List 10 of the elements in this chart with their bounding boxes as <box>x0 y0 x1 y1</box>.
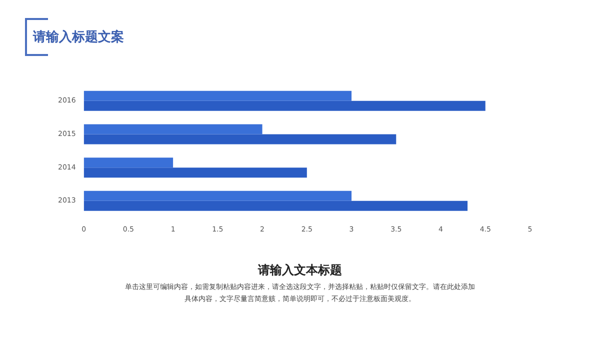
bar <box>84 100 486 111</box>
bar <box>84 200 468 211</box>
chart-title: 请输入标题文案 <box>33 26 124 48</box>
bar <box>84 158 174 168</box>
text: 请输入文本标题 <box>256 262 343 279</box>
bar <box>84 90 352 101</box>
bar <box>84 168 307 178</box>
bar <box>84 134 396 144</box>
bar <box>84 190 352 201</box>
bar <box>84 124 262 134</box>
